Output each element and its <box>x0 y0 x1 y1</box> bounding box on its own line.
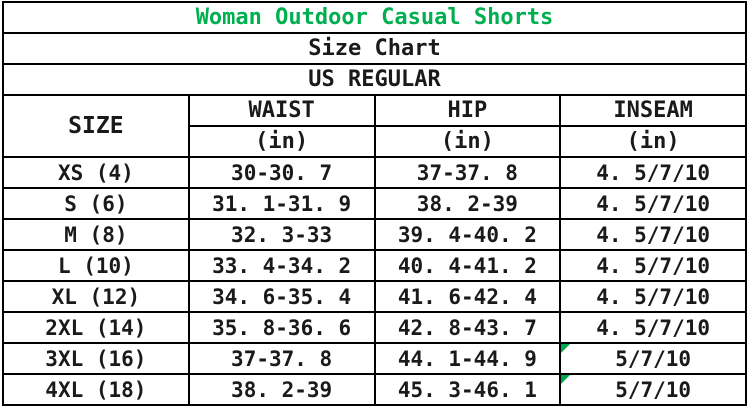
col-header-waist: WAIST <box>187 94 376 127</box>
inseam-cell: 4. 5/7/10 <box>559 311 747 344</box>
cell-flag-triangle-icon <box>562 345 571 353</box>
cell-flag-triangle-icon <box>562 376 571 384</box>
size-cell: S (6) <box>2 187 190 220</box>
waist-cell: 34. 6-35. 4 <box>187 280 376 313</box>
inseam-cell: 4. 5/7/10 <box>559 280 747 313</box>
chart-subtitle: Size Chart <box>2 32 747 65</box>
table-row: L (10) 33. 4-34. 2 40. 4-41. 2 4. 5/7/10 <box>2 249 747 282</box>
waist-cell: 32. 3-33 <box>187 218 376 251</box>
size-cell: M (8) <box>2 218 190 251</box>
hip-unit-label: (in) <box>373 125 562 158</box>
inseam-value: 5/7/10 <box>615 377 692 402</box>
waist-cell: 35. 8-36. 6 <box>187 311 376 344</box>
waist-unit-label: (in) <box>187 125 376 158</box>
inseam-value: 5/7/10 <box>615 346 692 371</box>
region-row: US REGULAR <box>2 63 747 96</box>
size-cell: XS (4) <box>2 156 190 189</box>
size-cell: L (10) <box>2 249 190 282</box>
waist-cell: 31. 1-31. 9 <box>187 187 376 220</box>
waist-cell: 30-30. 7 <box>187 156 376 189</box>
hip-cell: 40. 4-41. 2 <box>373 249 562 282</box>
hip-cell: 44. 1-44. 9 <box>373 342 562 375</box>
table-row: XS (4) 30-30. 7 37-37. 8 4. 5/7/10 <box>2 156 747 189</box>
inseam-cell: 4. 5/7/10 <box>559 187 747 220</box>
hip-cell: 42. 8-43. 7 <box>373 311 562 344</box>
inseam-unit-label: (in) <box>559 125 747 158</box>
col-header-hip: HIP <box>373 94 562 127</box>
size-cell: 3XL (16) <box>2 342 190 375</box>
inseam-cell: 4. 5/7/10 <box>559 156 747 189</box>
waist-cell: 38. 2-39 <box>187 373 376 406</box>
hip-cell: 38. 2-39 <box>373 187 562 220</box>
table-row: XL (12) 34. 6-35. 4 41. 6-42. 4 4. 5/7/1… <box>2 280 747 313</box>
title-row: Woman Outdoor Casual Shorts <box>2 1 747 34</box>
table-row: 4XL (18) 38. 2-39 45. 3-46. 1 5/7/10 <box>2 373 747 406</box>
size-cell: XL (12) <box>2 280 190 313</box>
header-unit-row: (in) (in) (in) <box>3 125 747 158</box>
hip-cell: 41. 6-42. 4 <box>373 280 562 313</box>
table-row: S (6) 31. 1-31. 9 38. 2-39 4. 5/7/10 <box>2 187 747 220</box>
size-cell: 4XL (18) <box>2 373 190 406</box>
table-row: 3XL (16) 37-37. 8 44. 1-44. 9 5/7/10 <box>2 342 747 375</box>
hip-cell: 39. 4-40. 2 <box>373 218 562 251</box>
region-label: US REGULAR <box>2 63 747 96</box>
waist-cell: 33. 4-34. 2 <box>187 249 376 282</box>
header-row: SIZE WAIST HIP INSEAM <box>2 94 747 158</box>
hip-cell: 37-37. 8 <box>373 156 562 189</box>
inseam-cell: 4. 5/7/10 <box>559 218 747 251</box>
product-title: Woman Outdoor Casual Shorts <box>2 1 747 34</box>
table-row: 2XL (14) 35. 8-36. 6 42. 8-43. 7 4. 5/7/… <box>2 311 747 344</box>
col-header-inseam: INSEAM <box>559 94 747 127</box>
inseam-cell: 5/7/10 <box>559 342 747 375</box>
size-cell: 2XL (14) <box>2 311 190 344</box>
col-header-size: SIZE <box>2 94 190 158</box>
waist-cell: 37-37. 8 <box>187 342 376 375</box>
hip-cell: 45. 3-46. 1 <box>373 373 562 406</box>
inseam-cell: 5/7/10 <box>559 373 747 406</box>
subtitle-row: Size Chart <box>2 32 747 65</box>
inseam-cell: 4. 5/7/10 <box>559 249 747 282</box>
size-chart-table: Woman Outdoor Casual Shorts Size Chart U… <box>2 1 747 406</box>
table-row: M (8) 32. 3-33 39. 4-40. 2 4. 5/7/10 <box>2 218 747 251</box>
